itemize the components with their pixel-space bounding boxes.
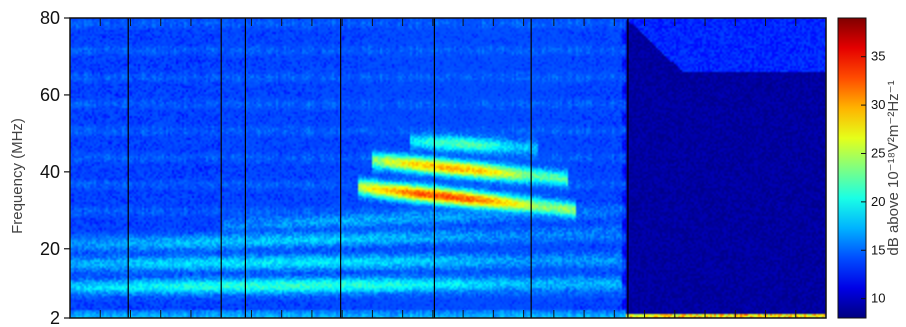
x-axis-ticks bbox=[69, 18, 827, 318]
y-tick-label: 40 bbox=[40, 162, 60, 182]
colorbar-label: dB above 10⁻¹⁸V²m⁻²Hz⁻¹ bbox=[885, 80, 902, 255]
colorbar-tick-label: 15 bbox=[871, 242, 885, 257]
y-tick-label: 60 bbox=[40, 85, 60, 105]
y-tick-label: 2 bbox=[50, 308, 60, 327]
y-axis: 2 20 40 60 80 bbox=[40, 8, 70, 327]
colorbar-tick-label: 10 bbox=[871, 291, 885, 306]
colorbar-tick-label: 20 bbox=[871, 194, 885, 209]
vertical-markers bbox=[127, 18, 629, 318]
colorbar-ticks: 10 15 20 25 30 35 bbox=[861, 49, 885, 306]
colorbar bbox=[837, 17, 867, 319]
y-tick-label: 20 bbox=[40, 239, 60, 259]
spectrogram-heatmap bbox=[70, 18, 826, 318]
y-tick-label: 80 bbox=[40, 8, 60, 28]
colorbar-tick-label: 35 bbox=[871, 49, 885, 64]
plot-frame bbox=[69, 17, 827, 319]
y-axis-label: Frequency (MHz) bbox=[9, 118, 26, 234]
colorbar-tick-label: 25 bbox=[871, 145, 885, 160]
colorbar-tick-label: 30 bbox=[871, 97, 885, 112]
